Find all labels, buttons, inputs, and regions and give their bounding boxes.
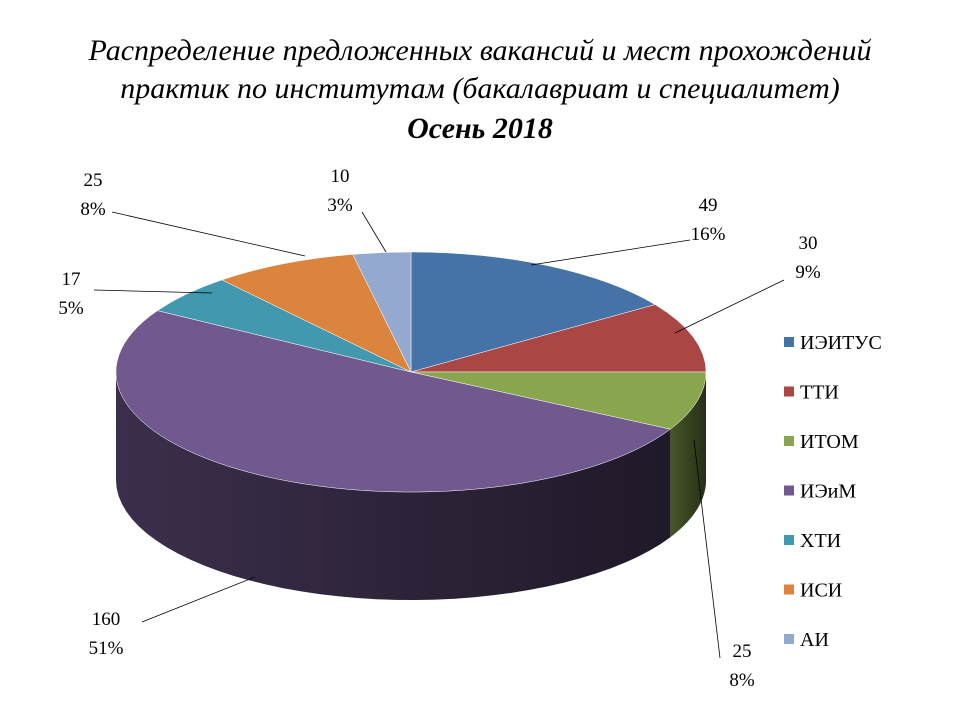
- data-label-percent-иэим: 51%: [89, 638, 124, 659]
- legend-swatch-хти: [784, 535, 794, 545]
- data-label-percent-итом: 8%: [729, 670, 755, 691]
- legend-label-итом: ИТОМ: [800, 431, 859, 453]
- legend-label-иэим: ИЭиМ: [800, 481, 856, 503]
- data-label-percent-хти: 5%: [58, 298, 84, 319]
- legend-swatch-итом: [784, 436, 794, 446]
- chart-subtitle: Осень 2018: [407, 112, 553, 145]
- legend-swatch-тти: [784, 386, 794, 397]
- legend-label-аи: АИ: [800, 629, 829, 651]
- legend-item-тти: ТТИ: [784, 382, 839, 404]
- leader-line-иси: [111, 211, 306, 257]
- legend-swatch-иэим: [784, 485, 794, 496]
- data-label-value-иси: 25: [84, 170, 103, 191]
- pie-slice-иэитус: [410, 251, 656, 373]
- pie-slices: [115, 251, 707, 493]
- data-label-percent-иэитус: 16%: [691, 224, 726, 245]
- legend-label-иси: ИСИ: [800, 580, 842, 602]
- data-label-value-иэитус: 49: [699, 195, 718, 216]
- legend-label-хти: ХТИ: [800, 530, 841, 552]
- data-label-value-аи: 10: [331, 166, 350, 187]
- leader-lines: [93, 211, 785, 659]
- legend-swatch-аи: [784, 634, 794, 644]
- pie-slice-итом: [410, 371, 707, 430]
- data-label-value-тти: 30: [799, 233, 818, 254]
- data-label-percent-аи: 3%: [327, 195, 353, 216]
- legend-item-иэитус: ИЭИТУС: [784, 332, 882, 354]
- leader-line-иэим: [141, 576, 256, 623]
- data-labels: 49 16% 30 9% 25 8% 160 51% 17 5% 25 8% 10 3%: [58, 166, 821, 691]
- pie-slice-иэим: [115, 310, 671, 493]
- legend-item-иэим: ИЭиМ: [784, 481, 856, 503]
- legend-item-итом: ИТОМ: [784, 431, 859, 453]
- legend: ИЭИТУС ТТИ ИТОМ ИЭиМ ХТИ ИСИ АИ: [784, 332, 882, 651]
- legend-swatch-иси: [784, 584, 794, 595]
- leader-line-тти: [674, 279, 785, 334]
- chart-title-line-1: Распределение предложенных вакансий и ме…: [88, 34, 872, 67]
- pie-slice-аи: [352, 251, 412, 373]
- legend-label-иэитус: ИЭИТУС: [800, 332, 882, 354]
- data-label-value-итом: 25: [733, 641, 752, 662]
- data-label-value-иэим: 160: [92, 609, 121, 630]
- pie-side-shade: [670, 372, 706, 538]
- leader-line-итом: [693, 439, 721, 659]
- legend-label-тти: ТТИ: [800, 382, 839, 404]
- leader-line-хти: [93, 289, 213, 294]
- data-label-percent-иси: 8%: [80, 199, 106, 220]
- leader-line-иэитус: [530, 239, 691, 266]
- leader-line-аи: [361, 211, 387, 253]
- chart-title-line-2: практик по институтам (бакалавриат и спе…: [120, 72, 840, 105]
- legend-item-иси: ИСИ: [784, 580, 842, 602]
- legend-item-аи: АИ: [784, 629, 829, 651]
- data-label-percent-тти: 9%: [795, 262, 821, 283]
- pie-slice-иси: [221, 254, 412, 373]
- pie-sides: [116, 372, 706, 600]
- legend-swatch-иэитус: [784, 337, 794, 347]
- legend-item-хти: ХТИ: [784, 530, 841, 552]
- data-label-value-хти: 17: [62, 269, 81, 290]
- pie-side-shade: [116, 372, 671, 600]
- pie-slice-тти: [410, 304, 707, 373]
